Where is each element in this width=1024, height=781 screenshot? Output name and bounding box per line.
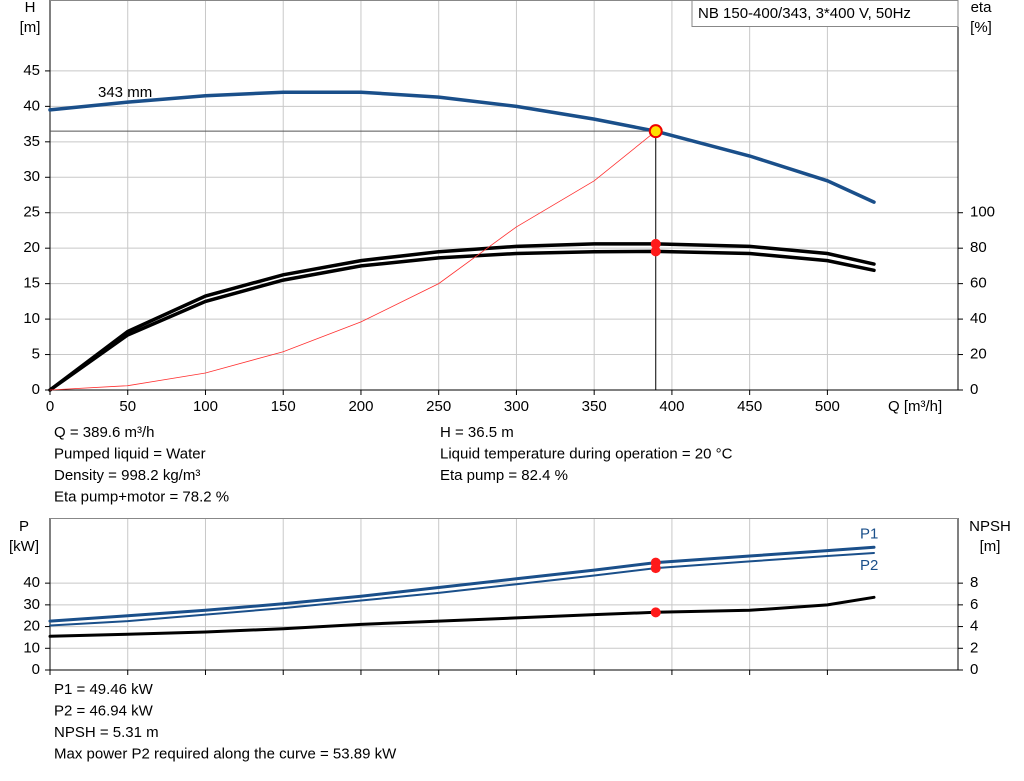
readout: Liquid temperature during operation = 20… [440, 445, 733, 462]
y2-axis-unit: [%] [970, 19, 992, 36]
legend-label: P2 [860, 557, 878, 574]
y-axis-unit: [kW] [9, 538, 39, 555]
operating-point [648, 124, 663, 139]
readout: Max power P2 required along the curve = … [54, 745, 397, 762]
y2-axis-label: NPSH [969, 518, 1011, 535]
y-tick-label: 35 [23, 133, 40, 150]
y2-tick-label: 40 [970, 310, 987, 327]
y-tick-label: 15 [23, 275, 40, 292]
readout: NPSH = 5.31 m [54, 724, 159, 741]
y-tick-label: 25 [23, 204, 40, 221]
plot-area [50, 0, 958, 390]
y-axis-label: H [25, 0, 36, 16]
y-tick-label: 45 [23, 62, 40, 79]
curve [49, 130, 657, 391]
y-tick-label: 30 [23, 596, 40, 613]
x-tick-label: 300 [504, 398, 529, 415]
y2-tick-label: 0 [970, 381, 978, 398]
curve [48, 90, 876, 204]
operating-point [650, 563, 661, 574]
curve-annotation: 343 mm [98, 84, 152, 101]
y-tick-label: 0 [32, 381, 40, 398]
curve [48, 545, 876, 623]
y-tick-label: 20 [23, 618, 40, 635]
y-tick-label: 30 [23, 168, 40, 185]
curve [49, 552, 875, 627]
y-tick-label: 10 [23, 639, 40, 656]
x-tick-label: 350 [582, 398, 607, 415]
x-axis-label: Q [m³/h] [888, 398, 942, 415]
x-tick-label: 250 [426, 398, 451, 415]
legend-label: P1 [860, 525, 878, 542]
y2-tick-label: 2 [970, 639, 978, 656]
x-tick-label: 200 [348, 398, 373, 415]
y2-tick-label: 0 [970, 661, 978, 678]
plot-area [50, 518, 958, 670]
y-tick-label: 20 [23, 239, 40, 256]
curve [48, 595, 876, 638]
chart-title: NB 150-400/343, 3*400 V, 50Hz [698, 5, 911, 22]
readout: Eta pump = 82.4 % [440, 467, 568, 484]
x-tick-label: 150 [271, 398, 296, 415]
y2-axis-unit: [m] [980, 538, 1001, 555]
readout: P2 = 46.94 kW [54, 702, 154, 719]
x-tick-label: 0 [46, 398, 54, 415]
y2-tick-label: 20 [970, 346, 987, 363]
x-tick-label: 400 [659, 398, 684, 415]
y-axis-label: P [19, 518, 29, 535]
operating-point [650, 238, 661, 249]
y-tick-label: 40 [23, 574, 40, 591]
operating-point [650, 607, 661, 618]
readout: Eta pump+motor = 78.2 % [54, 488, 229, 505]
readout: Pumped liquid = Water [54, 445, 206, 462]
readout: H = 36.5 m [440, 424, 514, 441]
x-tick-label: 450 [737, 398, 762, 415]
y-axis-unit: [m] [20, 19, 41, 36]
y-tick-label: 40 [23, 97, 40, 114]
y-tick-label: 0 [32, 661, 40, 678]
title-box [691, 0, 959, 27]
operating-point [650, 246, 661, 257]
readout: P1 = 49.46 kW [54, 681, 154, 698]
y2-tick-label: 80 [970, 239, 987, 256]
y2-tick-label: 60 [970, 275, 987, 292]
y2-tick-label: 8 [970, 574, 978, 591]
x-tick-label: 50 [119, 398, 136, 415]
y2-tick-label: 4 [970, 618, 978, 635]
curve [48, 242, 876, 392]
readout: Q = 389.6 m³/h [54, 424, 154, 441]
y-tick-label: 5 [32, 346, 40, 363]
readout: Density = 998.2 kg/m³ [54, 467, 200, 484]
y2-tick-label: 100 [970, 204, 995, 221]
x-tick-label: 500 [815, 398, 840, 415]
y-tick-label: 10 [23, 310, 40, 327]
x-tick-label: 100 [193, 398, 218, 415]
y2-tick-label: 6 [970, 596, 978, 613]
y2-axis-label: eta [971, 0, 993, 16]
